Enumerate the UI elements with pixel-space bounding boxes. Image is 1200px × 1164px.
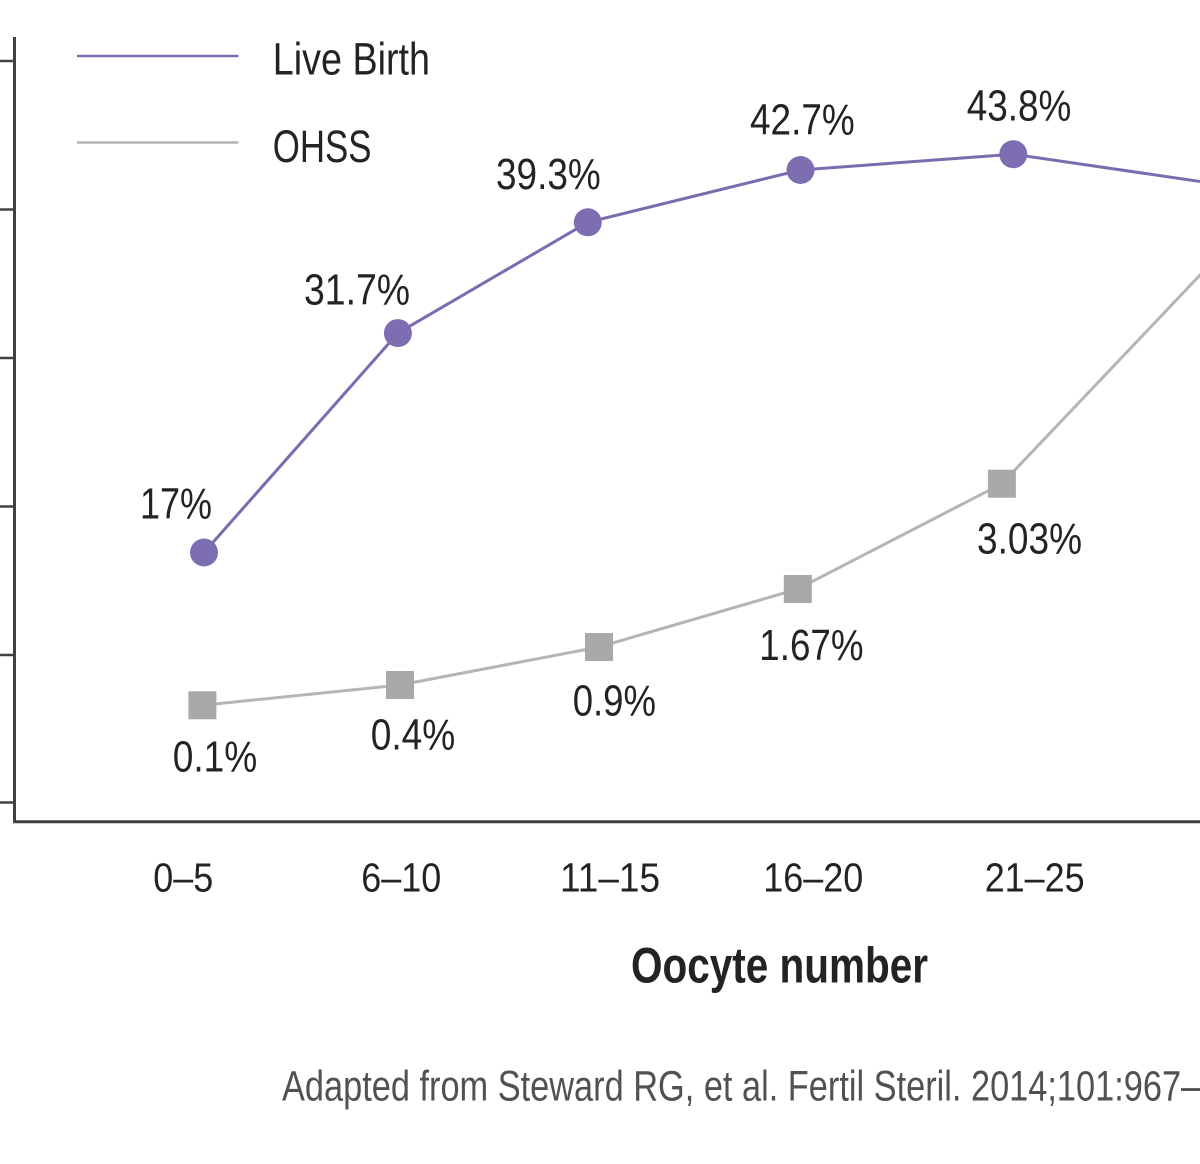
svg-text:1.67%: 1.67%: [759, 622, 863, 670]
svg-text:21–25: 21–25: [985, 855, 1085, 901]
svg-text:3.03%: 3.03%: [977, 516, 1082, 564]
svg-text:Live Birth: Live Birth: [273, 33, 430, 84]
svg-text:39.3%: 39.3%: [496, 151, 601, 199]
svg-text:31.7%: 31.7%: [304, 266, 410, 314]
svg-text:16–20: 16–20: [763, 855, 863, 901]
svg-text:Oocyte number: Oocyte number: [631, 937, 928, 993]
svg-text:Adapted from Steward RG, et al: Adapted from Steward RG, et al. Fertil S…: [282, 1063, 1200, 1111]
svg-text:43.8%: 43.8%: [967, 83, 1072, 131]
svg-text:42.7%: 42.7%: [750, 96, 855, 144]
svg-text:0.4%: 0.4%: [371, 711, 456, 759]
svg-text:11–15: 11–15: [560, 855, 660, 901]
svg-text:6–10: 6–10: [361, 855, 441, 901]
svg-text:17%: 17%: [140, 481, 212, 529]
svg-text:0–5: 0–5: [153, 855, 213, 901]
svg-text:0.9%: 0.9%: [573, 677, 656, 725]
svg-text:OHSS: OHSS: [273, 121, 372, 172]
svg-text:0.1%: 0.1%: [173, 734, 258, 782]
